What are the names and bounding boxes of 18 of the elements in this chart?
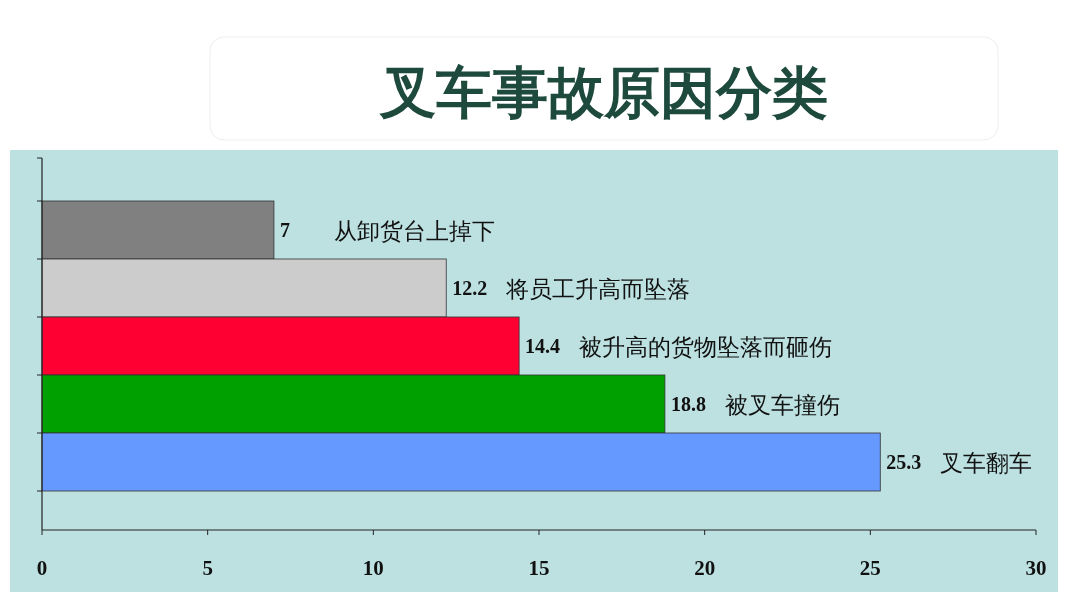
x-tick-label: 15 [528,556,550,580]
y-tick-label: 被升高的货物坠落而砸伤 [579,334,833,360]
data-label: 25.3 [886,451,922,473]
data-label: 14.4 [525,335,561,357]
chart-title: 叉车事故原因分类 [379,60,828,125]
x-tick-label: 0 [36,556,48,580]
y-tick-label: 被叉车撞伤 [724,392,840,418]
y-tick-label: 将员工升高而坠落 [505,276,691,302]
data-label: 18.8 [670,393,706,415]
y-tick-label: 从卸货台上掉下 [333,218,495,244]
x-tick-label: 30 [1025,556,1047,580]
x-tick-label: 10 [362,556,384,580]
x-tick-label: 25 [859,556,881,580]
data-label: 12.2 [452,277,488,299]
data-label: 7 [279,219,290,241]
y-tick-label: 叉车翻车 [940,450,1033,476]
x-tick-label: 20 [694,556,716,580]
x-tick-label: 5 [202,556,213,580]
